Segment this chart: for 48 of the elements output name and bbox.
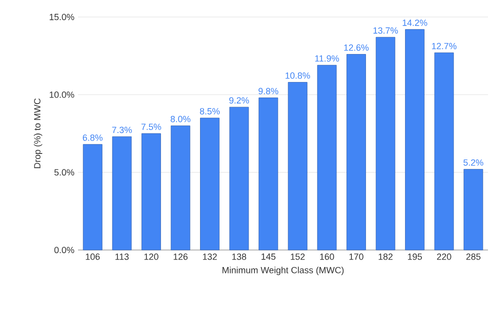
data-label: 12.7% — [432, 42, 456, 50]
x-axis-title: Minimum Weight Class (MWC) — [222, 266, 344, 276]
data-label: 13.7% — [373, 27, 398, 34]
y-axis-title: Drop (%) to MWC — [34, 98, 42, 168]
bar — [258, 98, 278, 250]
x-tick-label: 182 — [378, 254, 393, 260]
x-tick-label: 220 — [437, 254, 452, 260]
data-label: 9.2% — [229, 97, 249, 104]
data-label: 11.9% — [315, 55, 339, 62]
bar — [346, 54, 366, 250]
data-label: 5.2% — [464, 159, 484, 166]
bar — [112, 136, 132, 250]
y-tick-label: 0.0% — [54, 246, 74, 254]
bar — [200, 118, 220, 250]
x-tick-label: 285 — [466, 254, 480, 260]
x-tick-label: 138 — [232, 254, 246, 260]
bar — [288, 82, 308, 250]
bar — [376, 36, 396, 250]
bar — [170, 126, 190, 250]
data-label: 10.8% — [286, 72, 310, 79]
x-tick-label: 132 — [202, 254, 217, 260]
bar — [142, 133, 161, 250]
x-tick-label: 170 — [349, 254, 364, 260]
data-label: 14.2% — [402, 20, 428, 26]
data-label: 7.3% — [112, 126, 132, 134]
bar — [405, 29, 424, 250]
data-label: 8.0% — [170, 116, 190, 122]
data-label: 9.8% — [258, 88, 278, 94]
y-tick-label: 15.0% — [50, 14, 74, 20]
y-tick-label: 5.0% — [54, 169, 74, 176]
x-tick-label: 160 — [320, 254, 334, 260]
bar — [229, 106, 249, 250]
data-label: 7.5% — [141, 124, 162, 130]
x-tick-label: 120 — [144, 254, 158, 260]
x-tick-label: 106 — [86, 254, 100, 260]
x-tick-label: 126 — [174, 254, 188, 260]
x-tick-label: 145 — [262, 254, 276, 260]
x-tick-label: 152 — [290, 254, 305, 260]
y-tick-label: 10.0% — [50, 91, 74, 98]
bar — [82, 144, 102, 250]
bar — [317, 64, 337, 250]
bar — [434, 52, 454, 250]
x-tick-label: 195 — [408, 254, 422, 260]
data-label: 6.8% — [82, 134, 103, 141]
bar — [464, 169, 484, 250]
x-tick-label: 113 — [115, 254, 129, 260]
data-label: 12.6% — [344, 44, 369, 51]
data-label: 8.5% — [200, 108, 220, 114]
